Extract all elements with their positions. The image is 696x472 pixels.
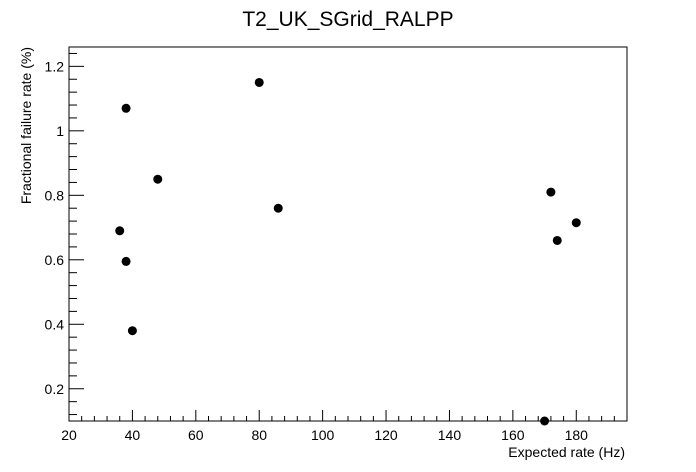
data-point [254,77,264,87]
x-tick-label: 60 [188,427,204,443]
data-point [121,256,131,266]
x-tick-label: 20 [61,427,77,443]
x-tick-label: 100 [311,427,335,443]
y-tick-label: 1.2 [45,58,65,74]
x-axis-label: Expected rate (Hz) [508,444,625,460]
x-tick-label: 180 [565,427,589,443]
data-point [121,103,131,113]
y-axis-ticks [69,52,84,416]
data-point [552,235,562,245]
data-point [115,226,125,236]
y-tick-label: 0.4 [45,316,65,332]
y-tick-label: 1 [56,123,64,139]
x-axis-tick-labels: 20 40 60 80 100 120 140 160 180 [61,427,588,443]
y-tick-label: 0.8 [45,187,65,203]
plot-frame [68,46,628,422]
x-axis-ticks [68,410,628,421]
x-tick-label: 160 [501,427,525,443]
y-tick-label: 0.6 [45,252,65,268]
data-points [115,77,581,426]
y-axis-tick-labels: 0.2 0.4 0.6 0.8 1 1.2 [45,58,65,396]
y-tick-label: 0.2 [45,381,65,397]
x-tick-label: 80 [251,427,267,443]
data-point [540,416,550,426]
data-point [127,326,137,336]
x-tick-label: 40 [125,427,141,443]
x-tick-label: 140 [438,427,462,443]
x-tick-label: 120 [374,427,398,443]
data-point [571,218,581,228]
y-axis-label: Fractional failure rate (%) [18,47,34,204]
chart-title: T2_UK_SGrid_RALPP [242,8,453,31]
data-point [546,187,556,197]
data-point [153,174,163,184]
data-point [273,203,283,213]
